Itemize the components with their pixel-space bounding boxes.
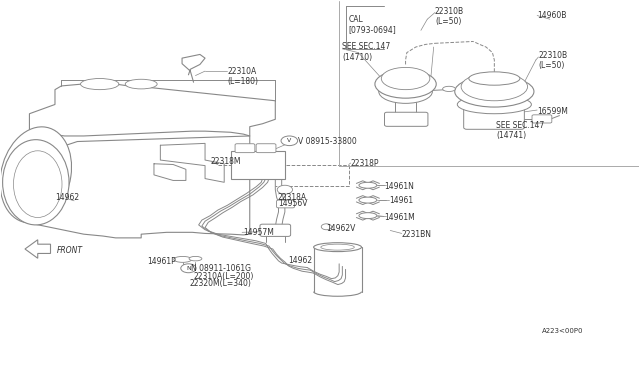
Text: 22310A(L=200): 22310A(L=200)	[193, 272, 254, 281]
Text: N 08911-1061G: N 08911-1061G	[191, 264, 251, 273]
FancyBboxPatch shape	[385, 112, 428, 126]
Bar	[230, 151, 285, 179]
Text: A223<00P0: A223<00P0	[542, 328, 584, 334]
Ellipse shape	[81, 78, 119, 90]
Ellipse shape	[314, 243, 362, 251]
Circle shape	[281, 136, 298, 145]
Text: SEE SEC.147
(14710): SEE SEC.147 (14710)	[342, 42, 390, 61]
Text: 22320M(L=340): 22320M(L=340)	[189, 279, 251, 288]
Text: CAL
[0793-0694]: CAL [0793-0694]	[349, 15, 397, 35]
FancyBboxPatch shape	[532, 115, 552, 123]
Text: 16599M: 16599M	[537, 108, 568, 116]
Text: 22318A: 22318A	[278, 193, 307, 202]
Text: 14962: 14962	[288, 256, 312, 264]
Text: FRONT: FRONT	[57, 246, 83, 255]
Ellipse shape	[375, 70, 436, 98]
Ellipse shape	[0, 127, 72, 223]
FancyBboxPatch shape	[464, 108, 524, 129]
Text: V: V	[287, 138, 291, 143]
Text: 14961N: 14961N	[384, 182, 413, 190]
Text: 22318M: 22318M	[210, 157, 241, 166]
Ellipse shape	[461, 73, 527, 101]
Ellipse shape	[379, 80, 433, 103]
Circle shape	[180, 264, 196, 273]
Text: 14962: 14962	[55, 193, 79, 202]
Text: SEE SEC.147
(14741): SEE SEC.147 (14741)	[496, 121, 545, 140]
Text: 14960B: 14960B	[537, 11, 566, 20]
Ellipse shape	[359, 182, 377, 188]
Text: 22318P: 22318P	[351, 158, 379, 167]
FancyBboxPatch shape	[256, 144, 276, 153]
Ellipse shape	[13, 151, 62, 218]
Ellipse shape	[359, 197, 377, 203]
Ellipse shape	[125, 79, 157, 89]
Text: V 08915-33800: V 08915-33800	[298, 137, 356, 146]
Ellipse shape	[381, 67, 430, 90]
Text: 14962V: 14962V	[326, 224, 356, 233]
Text: 22310B
(L=50): 22310B (L=50)	[538, 51, 568, 70]
Ellipse shape	[321, 244, 355, 250]
Ellipse shape	[468, 72, 520, 85]
FancyBboxPatch shape	[276, 200, 294, 208]
Text: N: N	[186, 266, 191, 271]
Text: 2231BN: 2231BN	[402, 230, 432, 239]
Text: 22310B
(L=50): 22310B (L=50)	[435, 7, 464, 26]
FancyBboxPatch shape	[260, 224, 291, 236]
Text: 14957M: 14957M	[243, 228, 275, 237]
Ellipse shape	[3, 140, 69, 225]
Polygon shape	[25, 240, 51, 258]
Ellipse shape	[458, 95, 531, 114]
Text: 22310A
(L=180): 22310A (L=180)	[227, 67, 259, 86]
Text: 14961M: 14961M	[384, 213, 415, 222]
Ellipse shape	[443, 86, 456, 92]
Text: 14961P: 14961P	[148, 257, 177, 266]
Ellipse shape	[455, 76, 534, 107]
Ellipse shape	[173, 256, 191, 262]
Ellipse shape	[277, 185, 292, 194]
Ellipse shape	[321, 224, 332, 230]
FancyBboxPatch shape	[235, 144, 255, 153]
Ellipse shape	[189, 256, 202, 261]
Text: 14961: 14961	[389, 196, 413, 205]
Text: 14956V: 14956V	[278, 199, 307, 208]
Ellipse shape	[359, 213, 377, 219]
